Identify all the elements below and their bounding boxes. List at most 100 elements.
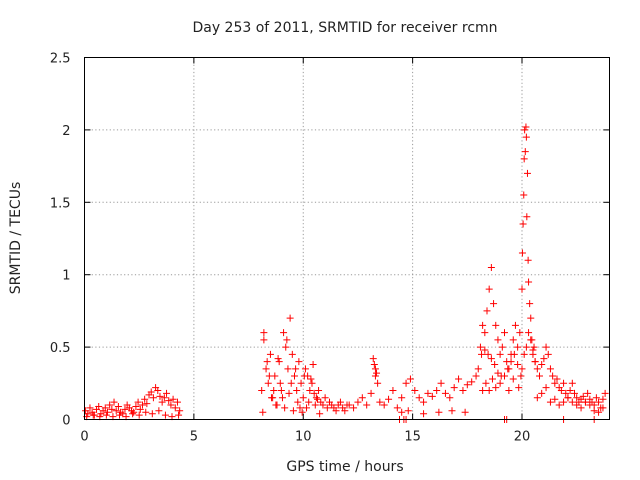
data-point xyxy=(514,343,522,351)
data-point xyxy=(112,407,120,415)
data-point xyxy=(138,401,146,409)
data-point xyxy=(300,372,308,380)
data-point xyxy=(262,365,270,373)
data-point xyxy=(522,343,530,351)
data-point xyxy=(491,360,499,368)
data-point xyxy=(459,387,467,395)
data-point xyxy=(270,387,278,395)
data-point xyxy=(371,365,379,373)
data-point xyxy=(571,389,578,397)
data-point xyxy=(448,407,456,415)
data-point xyxy=(485,387,493,395)
data-point xyxy=(106,401,114,409)
chart-title: Day 253 of 2011, SRMTID for receiver rcm… xyxy=(192,20,497,36)
data-point xyxy=(84,410,92,418)
data-point xyxy=(568,379,576,387)
data-point xyxy=(525,329,533,337)
data-point xyxy=(507,358,515,366)
data-point xyxy=(484,350,492,358)
data-point xyxy=(374,379,382,387)
data-point xyxy=(367,389,375,397)
data-point xyxy=(276,379,284,387)
data-point xyxy=(476,343,484,351)
data-point xyxy=(514,360,522,368)
data-point xyxy=(258,387,266,395)
data-point xyxy=(114,402,122,410)
data-point xyxy=(336,398,344,406)
data-point xyxy=(529,346,537,354)
data-point xyxy=(530,343,538,351)
data-point xyxy=(533,394,541,402)
data-point xyxy=(303,404,311,412)
data-point xyxy=(298,408,306,416)
data-point xyxy=(154,387,162,395)
data-point xyxy=(553,375,561,383)
data-point xyxy=(96,413,104,421)
data-point xyxy=(354,398,362,406)
data-point xyxy=(494,369,502,377)
data-point xyxy=(135,411,143,419)
data-point xyxy=(540,355,548,363)
data-point xyxy=(321,394,329,402)
data-point xyxy=(293,387,301,395)
data-point xyxy=(142,408,150,416)
data-point xyxy=(564,394,572,402)
data-point xyxy=(586,401,594,409)
data-point xyxy=(551,379,559,387)
data-point xyxy=(122,413,130,421)
data-point xyxy=(389,387,397,395)
data-point xyxy=(498,343,506,351)
data-point xyxy=(501,329,508,337)
data-point xyxy=(350,404,358,412)
data-point xyxy=(592,394,600,402)
data-point xyxy=(510,350,518,358)
data-point xyxy=(522,133,530,141)
data-point xyxy=(308,379,316,387)
data-point xyxy=(492,321,500,329)
data-point xyxy=(260,329,268,337)
data-point xyxy=(509,375,517,383)
data-point xyxy=(520,350,528,358)
y-tick-label: 0.5 xyxy=(50,341,71,356)
x-tick-label: 15 xyxy=(404,430,421,445)
data-point xyxy=(160,394,168,402)
data-point xyxy=(527,336,535,344)
data-point xyxy=(311,401,319,409)
y-tick-label: 2.5 xyxy=(50,52,71,67)
x-tick-label: 5 xyxy=(190,430,198,445)
data-point xyxy=(577,404,585,412)
data-point xyxy=(173,398,181,406)
data-point xyxy=(110,398,118,406)
data-point xyxy=(441,389,449,397)
data-point xyxy=(516,329,524,337)
data-point xyxy=(277,387,285,395)
data-point xyxy=(515,384,523,392)
data-point xyxy=(435,408,443,416)
data-point xyxy=(420,398,428,406)
data-point xyxy=(479,321,487,329)
data-point xyxy=(505,387,513,395)
data-point xyxy=(518,285,526,293)
data-point xyxy=(481,346,489,354)
data-point xyxy=(155,407,163,415)
data-point xyxy=(306,387,314,395)
data-point xyxy=(560,379,568,387)
data-point xyxy=(488,375,496,383)
data-point xyxy=(291,372,298,380)
data-point xyxy=(526,300,534,308)
data-point xyxy=(316,410,324,418)
data-point xyxy=(156,392,164,400)
data-point xyxy=(341,407,349,415)
data-point xyxy=(161,411,169,419)
data-point xyxy=(406,375,414,383)
data-point xyxy=(546,365,554,373)
data-point xyxy=(487,355,495,363)
data-points xyxy=(82,123,609,423)
data-point xyxy=(102,411,110,419)
data-point xyxy=(274,355,282,363)
data-point xyxy=(595,408,603,416)
x-tick-label: 10 xyxy=(295,430,312,445)
data-point xyxy=(130,408,138,416)
data-point xyxy=(518,249,526,257)
data-point xyxy=(282,343,290,351)
